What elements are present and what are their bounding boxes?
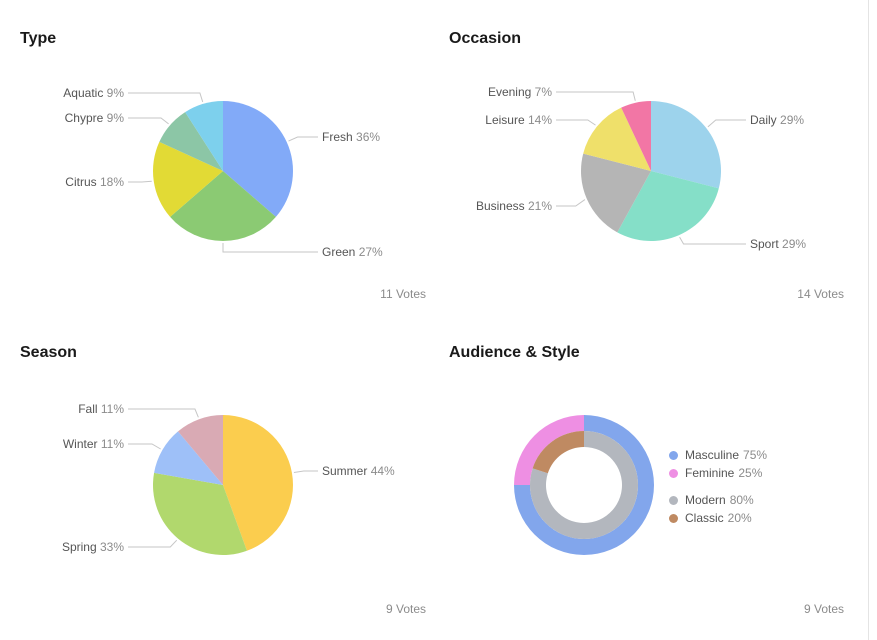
legend-label-masculine: Masculine bbox=[685, 448, 740, 462]
label-leisure: Leisure 14% bbox=[485, 113, 552, 127]
legend-label-classic: Classic bbox=[685, 511, 724, 525]
legend-dot-classic bbox=[669, 513, 678, 523]
label-evening: Evening 7% bbox=[488, 85, 552, 99]
audience-style-donut-chart bbox=[514, 415, 654, 555]
type-pie-chart: Fresh 36% Green 27% Citrus 18% Chypre 9% Aqu… bbox=[63, 86, 383, 259]
leader-business bbox=[556, 199, 586, 207]
occasion-title: Occasion bbox=[449, 30, 522, 47]
slice-evening bbox=[621, 101, 651, 171]
legend-label-feminine: Feminine bbox=[685, 466, 735, 480]
inner-ring-classic bbox=[532, 431, 584, 474]
label-spring: Spring 33% bbox=[62, 540, 124, 554]
legend-item-classic: Classic 20% bbox=[669, 509, 767, 527]
season-votes: 9 Votes bbox=[385, 602, 426, 616]
label-business: Business 21% bbox=[476, 199, 552, 213]
right-edge-divider bbox=[868, 0, 869, 640]
leader-daily bbox=[707, 119, 746, 128]
leader-green bbox=[222, 243, 318, 253]
slice-fresh bbox=[223, 101, 293, 217]
legend-value-feminine: 25% bbox=[738, 466, 763, 480]
leader-winter bbox=[128, 443, 161, 450]
slice-leisure bbox=[583, 107, 651, 171]
label-green: Green 27% bbox=[322, 245, 383, 259]
slice-aquatic bbox=[185, 101, 223, 171]
slice-citrus bbox=[153, 141, 223, 217]
leader-fresh bbox=[288, 136, 318, 142]
occasion-votes: 14 Votes bbox=[797, 287, 844, 301]
legend-dot-masculine bbox=[669, 450, 678, 460]
label-sport: Sport 29% bbox=[750, 237, 806, 251]
legend-item-modern: Modern 80% bbox=[669, 491, 767, 509]
audience-style-legend: Masculine 75% Feminine 25% Modern 80% Cl… bbox=[669, 446, 767, 527]
slice-sport bbox=[617, 171, 719, 241]
legend-value-classic: 20% bbox=[727, 511, 752, 525]
label-daily: Daily 29% bbox=[750, 113, 804, 127]
label-citrus: Citrus 18% bbox=[65, 175, 124, 189]
season-pie-chart: Summer 44% Spring 33% Winter 11% Fall 11% bbox=[62, 402, 395, 555]
legend-item-feminine: Feminine 25% bbox=[669, 464, 767, 482]
leader-evening bbox=[556, 91, 636, 101]
label-fresh: Fresh 36% bbox=[322, 130, 380, 144]
label-fall: Fall 11% bbox=[78, 402, 124, 416]
label-summer: Summer 44% bbox=[322, 464, 395, 478]
leader-aquatic bbox=[128, 92, 204, 103]
leader-citrus bbox=[128, 180, 152, 183]
label-winter: Winter 11% bbox=[63, 437, 124, 451]
slice-green bbox=[170, 171, 276, 242]
slice-spring bbox=[152, 472, 247, 555]
slice-daily bbox=[651, 101, 721, 189]
slice-winter bbox=[154, 431, 223, 485]
type-votes: 11 Votes bbox=[380, 287, 426, 301]
type-panel: Type Fresh 36% Green 27% Citrus 18% Chypre … bbox=[0, 0, 430, 315]
slice-business bbox=[581, 153, 651, 233]
leader-chypre bbox=[128, 117, 169, 125]
audience-style-votes: 9 Votes bbox=[803, 602, 844, 616]
leader-fall bbox=[128, 408, 199, 418]
type-title: Type bbox=[20, 30, 57, 47]
label-aquatic: Aquatic 9% bbox=[63, 86, 124, 100]
occasion-pie-chart: Daily 29% Sport 29% Business 21% Leisure 14… bbox=[476, 85, 806, 251]
legend-label-modern: Modern bbox=[685, 493, 726, 507]
leader-leisure bbox=[556, 119, 596, 126]
legend-value-modern: 80% bbox=[729, 493, 754, 507]
outer-ring-feminine bbox=[514, 415, 584, 485]
slice-summer bbox=[223, 415, 293, 551]
season-panel: Season Summer 44% Spring 33% Winter 11% Fal… bbox=[0, 314, 430, 629]
occasion-panel: Occasion Daily 29% Sport 29% Business 21% L… bbox=[429, 0, 859, 315]
inner-ring-modern bbox=[530, 431, 638, 539]
label-chypre: Chypre 9% bbox=[65, 111, 125, 125]
legend-dot-modern bbox=[669, 495, 678, 505]
audience-style-title: Audience & Style bbox=[449, 344, 580, 361]
legend-item-masculine: Masculine 75% bbox=[669, 446, 767, 464]
legend-value-masculine: 75% bbox=[743, 448, 768, 462]
leader-spring bbox=[128, 539, 178, 548]
slice-chypre bbox=[159, 112, 223, 171]
leader-sport bbox=[679, 236, 746, 245]
leader-summer bbox=[293, 470, 318, 473]
season-title: Season bbox=[20, 344, 77, 361]
audience-style-panel: Audience & Style Masculine 75% Feminine … bbox=[429, 314, 859, 629]
legend-dot-feminine bbox=[669, 468, 678, 478]
slice-fall bbox=[178, 415, 223, 485]
